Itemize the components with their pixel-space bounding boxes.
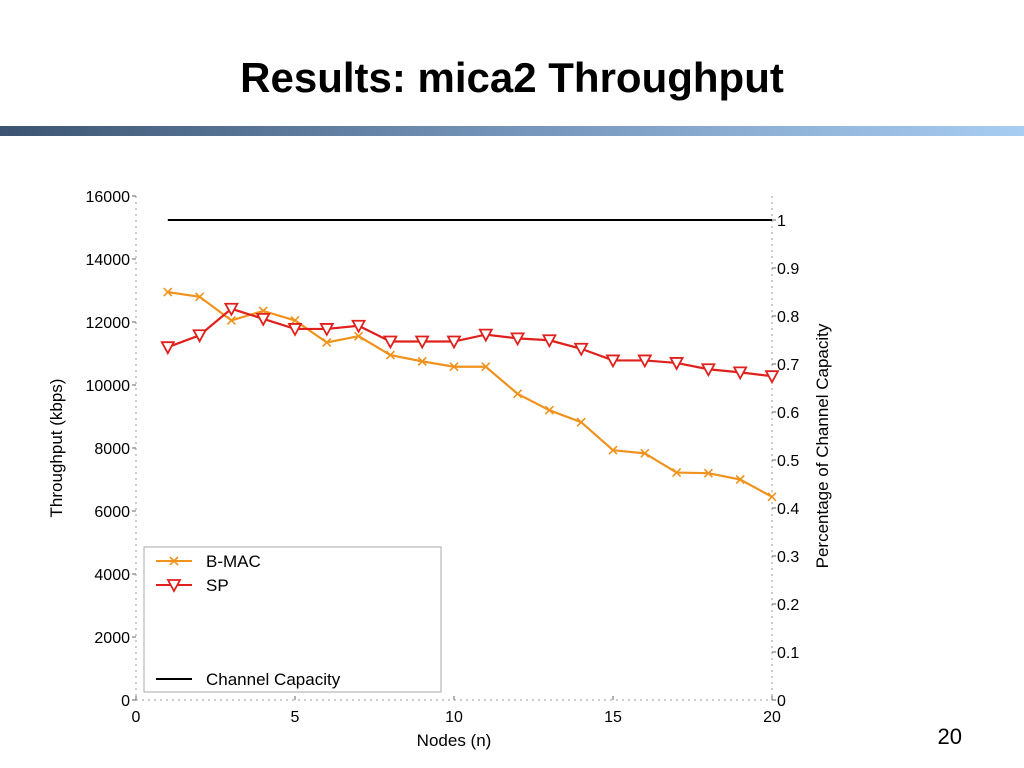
y2-tick-label: 0.1 bbox=[777, 645, 799, 662]
y-tick-label: 10000 bbox=[86, 378, 131, 395]
y2-tick-label: 1 bbox=[777, 213, 786, 230]
data-point bbox=[605, 354, 621, 369]
legend-marker bbox=[169, 556, 179, 566]
series-sp bbox=[160, 302, 780, 385]
data-point bbox=[192, 329, 208, 344]
data-point bbox=[287, 323, 303, 337]
data-point bbox=[414, 335, 430, 350]
series-b-mac bbox=[163, 287, 777, 502]
x-tick-label: 15 bbox=[604, 709, 622, 726]
data-point bbox=[510, 332, 526, 347]
slide-number: 20 bbox=[937, 724, 962, 749]
y-tick-label: 6000 bbox=[94, 504, 130, 521]
data-point bbox=[669, 357, 685, 371]
y-tick-label: 0 bbox=[121, 693, 130, 710]
series-line bbox=[167, 290, 773, 498]
legend-label: Channel Capacity bbox=[206, 670, 341, 689]
data-point bbox=[351, 319, 367, 334]
legend-marker bbox=[166, 579, 182, 593]
y2-axis-title: Percentage of Channel Capacity bbox=[813, 323, 832, 568]
data-point bbox=[163, 287, 173, 297]
data-point bbox=[385, 350, 395, 360]
legend-item: B-MAC bbox=[156, 552, 261, 571]
data-point bbox=[195, 292, 205, 302]
legend-box bbox=[143, 546, 442, 693]
y2-tick-label: 0.4 bbox=[777, 501, 799, 518]
axes: 0 2000 4000 6000 8000 10000 12000 14000 16000 0 0.… bbox=[86, 189, 800, 726]
series-layer bbox=[160, 219, 780, 502]
data-point bbox=[255, 312, 271, 327]
slide-title: Results: mica2 Throughput bbox=[240, 54, 784, 101]
data-point bbox=[703, 468, 713, 478]
data-point bbox=[637, 354, 653, 369]
data-point bbox=[322, 337, 332, 348]
y-axis-title: Throughput (kbps) bbox=[47, 379, 66, 518]
y-tick-label: 14000 bbox=[86, 252, 131, 269]
data-point bbox=[417, 356, 427, 366]
data-point bbox=[672, 468, 682, 478]
y2-tick-label: 0.7 bbox=[777, 357, 799, 374]
y-tick-label: 16000 bbox=[86, 189, 131, 206]
data-point bbox=[576, 417, 586, 427]
y-tick-label: 2000 bbox=[94, 630, 130, 647]
y2-tick-label: 0.8 bbox=[777, 309, 799, 326]
data-point bbox=[446, 335, 462, 350]
x-axis-title: Nodes (n) bbox=[417, 731, 492, 750]
data-point bbox=[700, 363, 716, 378]
y-tick-label: 12000 bbox=[86, 315, 131, 332]
y2-tick-label: 0.2 bbox=[777, 597, 799, 614]
y2-tick-label: 0.9 bbox=[777, 261, 799, 278]
title-divider bbox=[0, 126, 1024, 136]
data-point bbox=[319, 323, 335, 337]
legend-label: SP bbox=[206, 576, 229, 595]
data-point bbox=[767, 492, 777, 502]
x-tick-label: 20 bbox=[763, 709, 781, 726]
data-point bbox=[354, 331, 364, 341]
data-point bbox=[541, 334, 557, 349]
data-point bbox=[608, 445, 618, 455]
legend: B-MAC SP Channel Capacity bbox=[143, 546, 442, 693]
data-point bbox=[764, 370, 780, 385]
legend-item: Channel Capacity bbox=[156, 670, 341, 689]
data-point bbox=[449, 362, 459, 372]
data-point bbox=[226, 315, 236, 325]
data-point bbox=[573, 342, 589, 357]
x-tick-label: 5 bbox=[291, 709, 300, 726]
data-point bbox=[382, 335, 398, 350]
data-point bbox=[513, 389, 523, 399]
y2-tick-label: 0.5 bbox=[777, 453, 799, 470]
x-tick-label: 0 bbox=[132, 709, 141, 726]
data-point bbox=[160, 341, 176, 356]
legend-label: B-MAC bbox=[206, 552, 261, 571]
data-point bbox=[223, 302, 239, 317]
y-tick-label: 8000 bbox=[94, 441, 130, 458]
legend-item: SP bbox=[156, 576, 229, 595]
data-point bbox=[735, 474, 745, 485]
series-line bbox=[167, 307, 773, 378]
data-point bbox=[544, 405, 554, 415]
x-tick-label: 10 bbox=[445, 709, 463, 726]
y2-tick-label: 0 bbox=[777, 693, 786, 710]
data-point bbox=[640, 448, 650, 458]
y2-tick-label: 0.3 bbox=[777, 549, 799, 566]
data-point bbox=[732, 366, 748, 381]
data-point bbox=[478, 328, 494, 343]
y-tick-label: 4000 bbox=[94, 567, 130, 584]
data-point bbox=[481, 362, 491, 372]
y2-tick-label: 0.6 bbox=[777, 405, 799, 422]
